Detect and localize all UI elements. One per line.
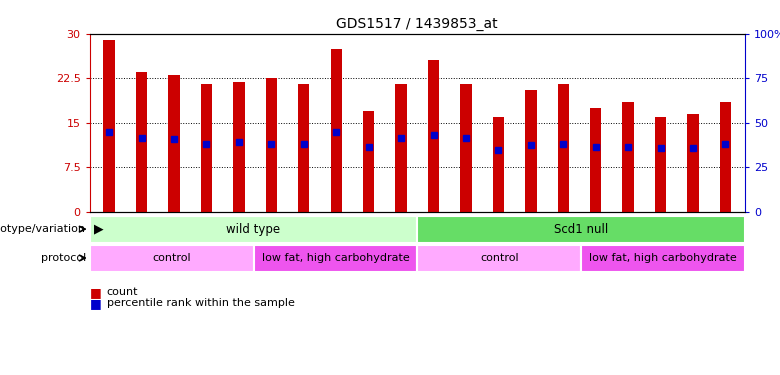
Bar [622,102,634,212]
Bar [395,84,406,212]
Bar [298,84,310,212]
Bar [460,84,472,212]
Bar [363,111,374,212]
Bar [104,40,115,212]
Bar [581,244,745,272]
Bar [233,82,245,212]
Text: Scd1 null: Scd1 null [554,223,608,236]
Bar [168,75,179,212]
Bar [90,244,254,272]
Title: GDS1517 / 1439853_at: GDS1517 / 1439853_at [336,17,498,32]
Text: ■: ■ [90,286,105,298]
Text: percentile rank within the sample: percentile rank within the sample [107,298,295,308]
Text: genotype/variation: genotype/variation [0,224,86,234]
Bar [254,244,417,272]
Text: control: control [480,253,519,263]
Text: low fat, high carbohydrate: low fat, high carbohydrate [261,253,410,263]
Bar [200,84,212,212]
Bar [687,114,699,212]
Text: wild type: wild type [226,223,281,236]
Text: ■: ■ [90,297,105,310]
Bar [525,90,537,212]
Bar [331,49,342,212]
Bar [417,244,581,272]
Bar [590,108,601,212]
Bar [136,72,147,212]
Bar [655,117,666,212]
Text: count: count [107,287,138,297]
Text: ▶: ▶ [86,223,104,236]
Bar [493,117,504,212]
Bar [266,78,277,212]
Text: protocol: protocol [41,253,86,263]
Text: control: control [152,253,191,263]
Bar [428,60,439,212]
Text: low fat, high carbohydrate: low fat, high carbohydrate [589,253,737,263]
Bar [720,102,731,212]
Bar [417,216,745,243]
Bar [90,216,417,243]
Bar [558,84,569,212]
